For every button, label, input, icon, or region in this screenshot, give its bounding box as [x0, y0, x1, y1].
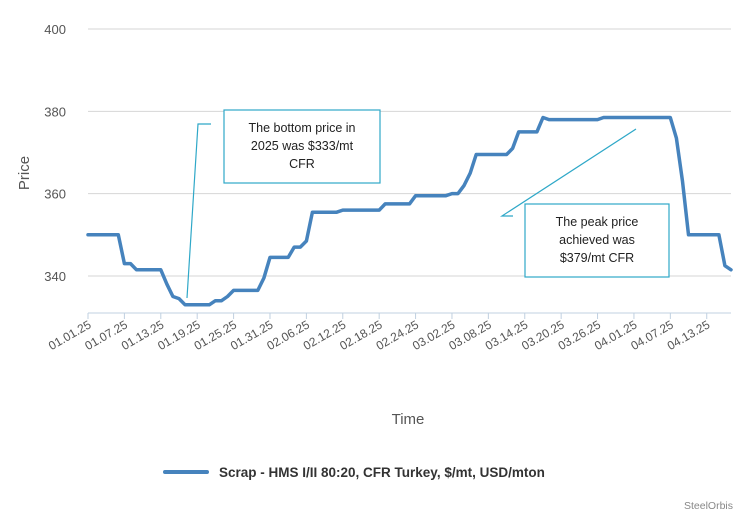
x-axis-title: Time — [392, 411, 425, 428]
annotation-pointer — [186, 123, 211, 299]
y-tick-label: 360 — [44, 187, 66, 202]
annotation-text: The bottom price in — [249, 121, 356, 135]
x-axis-ticks: 01.01.2501.07.2501.13.2501.19.2501.25.25… — [46, 313, 713, 353]
y-tick-label: 380 — [44, 104, 66, 119]
annotation-text: The peak price — [556, 215, 639, 229]
legend-label[interactable]: Scrap - HMS I/II 80:20, CFR Turkey, $/mt… — [219, 465, 545, 480]
annotation-text: CFR — [289, 157, 315, 171]
annotation-box — [524, 203, 670, 278]
series-line[interactable] — [86, 115, 733, 307]
series-layer — [86, 115, 733, 307]
annotation-text: 2025 was $333/mt — [251, 139, 354, 153]
annotation-callout: The peak price achieved was $379/mt CFR — [499, 128, 670, 278]
annotation-text: achieved was — [559, 233, 635, 247]
legend[interactable]: Scrap - HMS I/II 80:20, CFR Turkey, $/mt… — [163, 465, 545, 480]
y-axis-ticks: 340 360 380 400 — [44, 22, 66, 284]
x-tick-label: 04.13.25 — [665, 317, 713, 353]
annotation-pointer — [499, 128, 637, 217]
y-axis-title: Price — [16, 156, 33, 190]
annotation-box — [223, 109, 381, 184]
y-tick-label: 340 — [44, 269, 66, 284]
annotation-callout: The bottom price in 2025 was $333/mt CFR — [186, 109, 381, 299]
y-tick-label: 400 — [44, 22, 66, 37]
credit-text: SteelOrbis — [684, 500, 733, 512]
annotation-text: $379/mt CFR — [560, 251, 634, 265]
